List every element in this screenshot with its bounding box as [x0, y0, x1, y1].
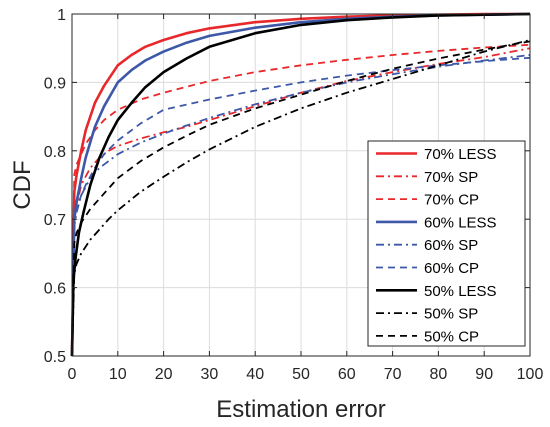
legend-label: 50% CP — [424, 328, 479, 345]
legend-label: 60% CP — [424, 260, 479, 277]
y-tick-label: 1 — [57, 7, 66, 24]
legend-label: 70% SP — [424, 169, 478, 186]
legend-label: 50% SP — [424, 306, 478, 323]
x-tick-label: 70 — [384, 366, 402, 383]
x-tick-label: 90 — [475, 366, 493, 383]
series-line — [70, 12, 530, 357]
y-tick-label: 0.8 — [44, 144, 66, 161]
x-tick-label: 60 — [338, 366, 356, 383]
legend-label: 60% LESS — [424, 214, 497, 231]
y-axis-title: CDF — [9, 160, 36, 209]
x-tick-label: 80 — [430, 366, 448, 383]
series-line — [71, 47, 531, 357]
series-line — [70, 12, 531, 357]
legend-label: 60% SP — [424, 237, 478, 254]
y-tick-label: 0.7 — [44, 212, 66, 229]
legend-label: 70% CP — [424, 192, 479, 209]
y-tick-label: 0.6 — [44, 281, 66, 298]
x-tick-label: 40 — [246, 366, 264, 383]
x-tick-label: 30 — [201, 366, 219, 383]
x-tick-label: 0 — [68, 366, 77, 383]
legend-box — [367, 140, 526, 347]
axis-ticks — [71, 13, 531, 357]
x-tick-labels: 0 10 20 30 40 50 60 70 80 90 100 — [68, 366, 544, 383]
x-tick-label: 50 — [292, 366, 310, 383]
x-tick-label: 100 — [517, 366, 544, 383]
legend-label: 50% LESS — [424, 283, 497, 300]
series-lines — [70, 12, 531, 357]
series-line — [71, 40, 531, 357]
x-tick-label: 10 — [109, 366, 127, 383]
series-line — [71, 56, 531, 357]
series-line — [71, 39, 531, 357]
legend-label: 70% LESS — [424, 146, 497, 163]
legend: 70% LESS 70% SP 70% CP 60% LESS 60% SP 60% CP… — [367, 140, 526, 347]
y-tick-label: 0.9 — [44, 75, 66, 92]
y-tick-labels: 0.5 0.6 0.7 0.8 0.9 1 — [44, 7, 66, 366]
x-tick-label: 20 — [155, 366, 173, 383]
y-tick-label: 0.5 — [44, 349, 66, 366]
series-line — [71, 54, 531, 357]
x-axis-title: Estimation error — [216, 396, 385, 423]
